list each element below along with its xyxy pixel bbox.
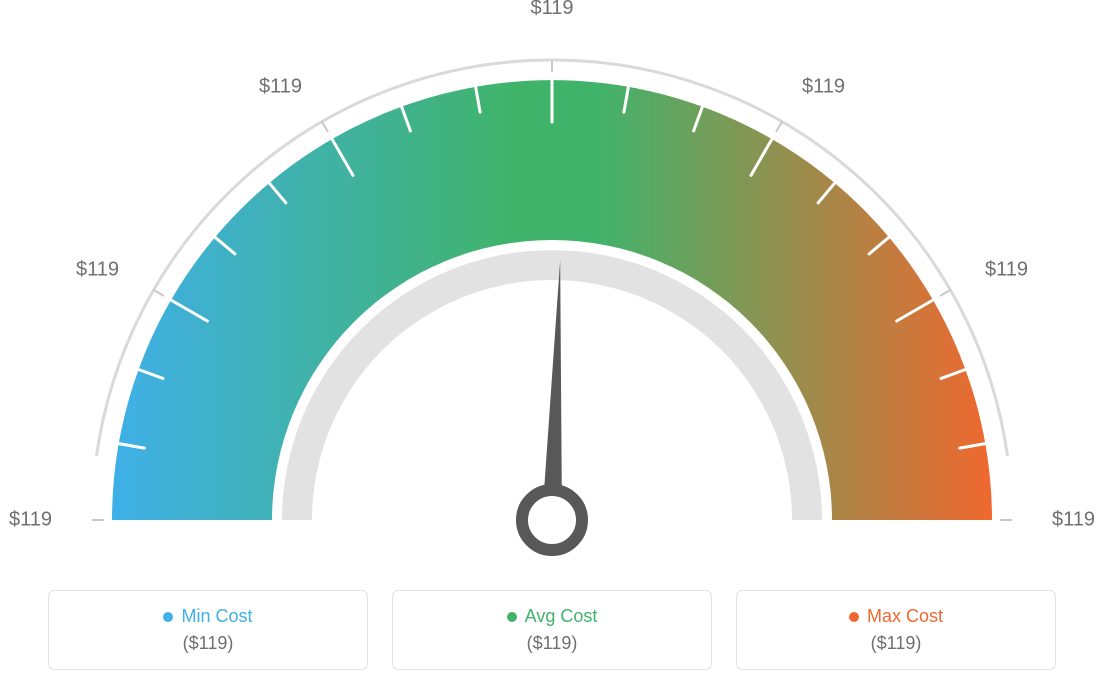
legend-avg-title: Avg Cost [507, 606, 598, 627]
legend-min-value: ($119) [183, 633, 234, 654]
legend-max-value: ($119) [871, 633, 922, 654]
gauge-scale-label: $119 [985, 259, 1028, 282]
dot-icon [507, 612, 517, 622]
legend-max-title: Max Cost [849, 606, 943, 627]
gauge-scale-label: $119 [1052, 509, 1095, 532]
legend-row: Min Cost ($119) Avg Cost ($119) Max Cost… [48, 590, 1056, 670]
legend-max-label: Max Cost [867, 606, 943, 627]
legend-avg: Avg Cost ($119) [392, 590, 712, 670]
legend-avg-label: Avg Cost [525, 606, 598, 627]
gauge-scale-label: $119 [802, 75, 845, 98]
legend-avg-value: ($119) [527, 633, 578, 654]
legend-min-label: Min Cost [181, 606, 252, 627]
legend-max: Max Cost ($119) [736, 590, 1056, 670]
dot-icon [163, 612, 173, 622]
gauge-scale-label: $119 [76, 259, 119, 282]
gauge-scale-label: $119 [530, 0, 573, 20]
dot-icon [849, 612, 859, 622]
legend-min: Min Cost ($119) [48, 590, 368, 670]
gauge-scale-label: $119 [259, 75, 302, 98]
gauge-chart: $119$119$119$119$119$119$119 [52, 20, 1052, 580]
gauge-scale-label: $119 [9, 509, 52, 532]
legend-min-title: Min Cost [163, 606, 252, 627]
